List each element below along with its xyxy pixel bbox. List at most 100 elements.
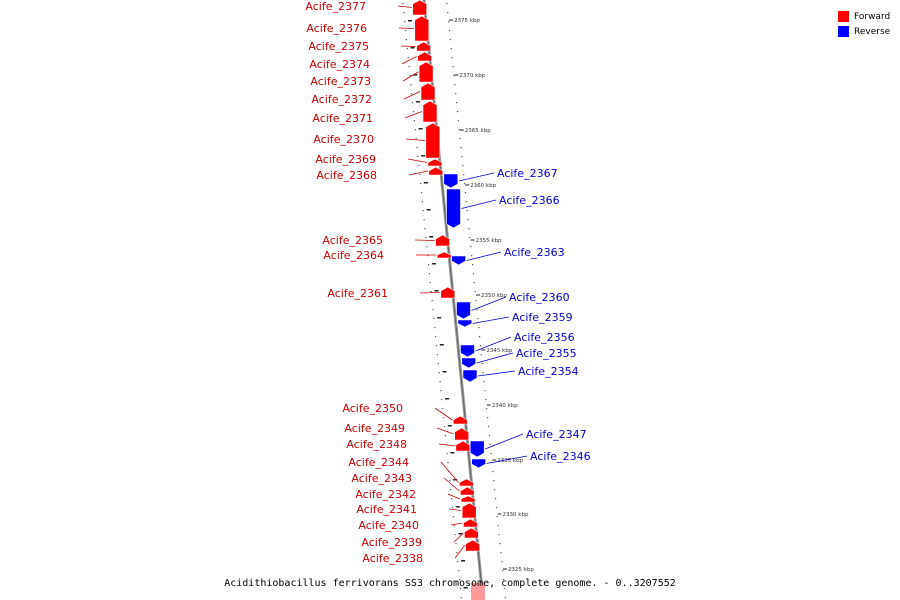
track-dot bbox=[443, 417, 445, 419]
forward-gene-label: Acife_2374 bbox=[309, 58, 370, 71]
track-dash bbox=[453, 479, 458, 481]
track-dot bbox=[467, 219, 469, 221]
track-dash bbox=[418, 128, 423, 130]
track-dot bbox=[495, 498, 497, 500]
forward-gene-arrow bbox=[417, 51, 432, 62]
track-dot bbox=[451, 507, 454, 509]
track-dot bbox=[412, 111, 415, 113]
track-dot bbox=[425, 237, 427, 239]
forward-gene-arrow bbox=[428, 166, 444, 176]
track-dot bbox=[450, 48, 452, 50]
gene-label-leader bbox=[408, 170, 428, 176]
track-dot bbox=[447, 12, 449, 14]
track-dot bbox=[487, 426, 490, 428]
forward-gene-arrow bbox=[425, 122, 441, 159]
track-dot bbox=[463, 174, 465, 176]
ruler-label: 2340 kbp bbox=[492, 403, 518, 409]
reverse-gene-label: Acife_2363 bbox=[504, 246, 565, 259]
track-dot bbox=[435, 336, 437, 338]
gene-label-leader bbox=[398, 27, 414, 29]
track-dot bbox=[426, 246, 428, 248]
track-dot bbox=[504, 597, 506, 599]
track-dot bbox=[433, 318, 435, 320]
track-dot bbox=[502, 570, 504, 572]
track-dot bbox=[458, 579, 461, 581]
ruler-label: 2335 kbp bbox=[497, 458, 523, 464]
reverse-gene-label: Acife_2355 bbox=[516, 347, 577, 360]
track-dot bbox=[489, 444, 491, 446]
gene-label-leader bbox=[448, 508, 462, 511]
gene-label-leader bbox=[454, 545, 465, 559]
gene-label-leader bbox=[403, 91, 421, 100]
track-dot bbox=[452, 516, 454, 518]
ruler-label: 2330 kbp bbox=[503, 512, 529, 518]
track-dash bbox=[423, 182, 428, 184]
track-dot bbox=[423, 219, 425, 221]
track-dot bbox=[404, 21, 406, 23]
track-dot bbox=[460, 597, 462, 599]
track-dot bbox=[453, 75, 455, 77]
forward-gene-arrow bbox=[454, 427, 470, 441]
track-dot bbox=[477, 318, 479, 320]
track-dot bbox=[413, 120, 415, 122]
track-dot bbox=[495, 507, 498, 509]
forward-gene-arrow bbox=[436, 251, 452, 259]
track-dot bbox=[455, 543, 457, 545]
track-dot bbox=[417, 156, 419, 158]
reverse-gene-label: Acife_2347 bbox=[526, 428, 587, 441]
gene-label-leader bbox=[447, 493, 461, 500]
forward-gene-label: Acife_2340 bbox=[358, 519, 419, 532]
track-dash bbox=[455, 506, 460, 508]
forward-gene-arrow bbox=[461, 502, 477, 519]
track-dot bbox=[420, 192, 423, 194]
forward-gene-label: Acife_2375 bbox=[308, 40, 369, 53]
forward-gene-arrow bbox=[420, 82, 436, 101]
reverse-gene-arrow bbox=[460, 344, 475, 358]
gene-label-leader bbox=[397, 5, 412, 8]
reverse-gene-label: Acife_2360 bbox=[509, 291, 570, 304]
forward-gene-arrow bbox=[416, 41, 431, 52]
track-dot bbox=[476, 309, 478, 311]
forward-gene-label: Acife_2350 bbox=[342, 402, 403, 415]
track-dash bbox=[431, 263, 436, 265]
track-dot bbox=[407, 57, 409, 59]
reverse-gene-label: Acife_2359 bbox=[512, 311, 573, 324]
track-dot bbox=[403, 12, 405, 14]
track-dot bbox=[459, 138, 461, 140]
reverse-gene-label: Acife_2366 bbox=[499, 194, 560, 207]
track-dot bbox=[470, 246, 472, 248]
forward-gene-arrow bbox=[418, 61, 434, 83]
gene-label-leader bbox=[475, 336, 512, 352]
forward-gene-label: Acife_2373 bbox=[310, 75, 371, 88]
forward-gene-arrow bbox=[455, 440, 471, 452]
track-dot bbox=[406, 48, 408, 50]
forward-gene-label: Acife_2376 bbox=[306, 22, 367, 35]
forward-gene-label: Acife_2364 bbox=[323, 249, 384, 262]
legend: Forward Reverse bbox=[838, 9, 890, 39]
track-dot bbox=[437, 363, 439, 365]
genome-caption: Acidithiobacillus ferrivorans SS3 chromo… bbox=[224, 578, 676, 589]
track-dot bbox=[435, 345, 438, 347]
gene-label-leader bbox=[404, 111, 423, 119]
gene-label-leader bbox=[436, 427, 454, 435]
legend-item-reverse: Reverse bbox=[838, 24, 890, 39]
track-dot bbox=[496, 516, 498, 518]
track-dash bbox=[463, 587, 468, 589]
forward-gene-arrow bbox=[463, 518, 478, 528]
track-dot bbox=[455, 93, 457, 95]
track-dot bbox=[456, 102, 458, 104]
track-dot bbox=[439, 381, 441, 383]
gene-label-leader bbox=[461, 199, 497, 209]
track-dot bbox=[464, 183, 466, 185]
gene-label-leader bbox=[434, 407, 453, 421]
forward-gene-label: Acife_2361 bbox=[327, 287, 388, 300]
track-dash bbox=[437, 317, 442, 319]
track-dot bbox=[415, 138, 417, 140]
forward-gene-label: Acife_2349 bbox=[344, 422, 405, 435]
ruler-label: 2355 kbp bbox=[476, 238, 502, 244]
track-dash bbox=[415, 101, 420, 103]
track-dot bbox=[472, 273, 474, 275]
track-dot bbox=[451, 498, 453, 500]
forward-gene-arrow bbox=[427, 158, 443, 167]
